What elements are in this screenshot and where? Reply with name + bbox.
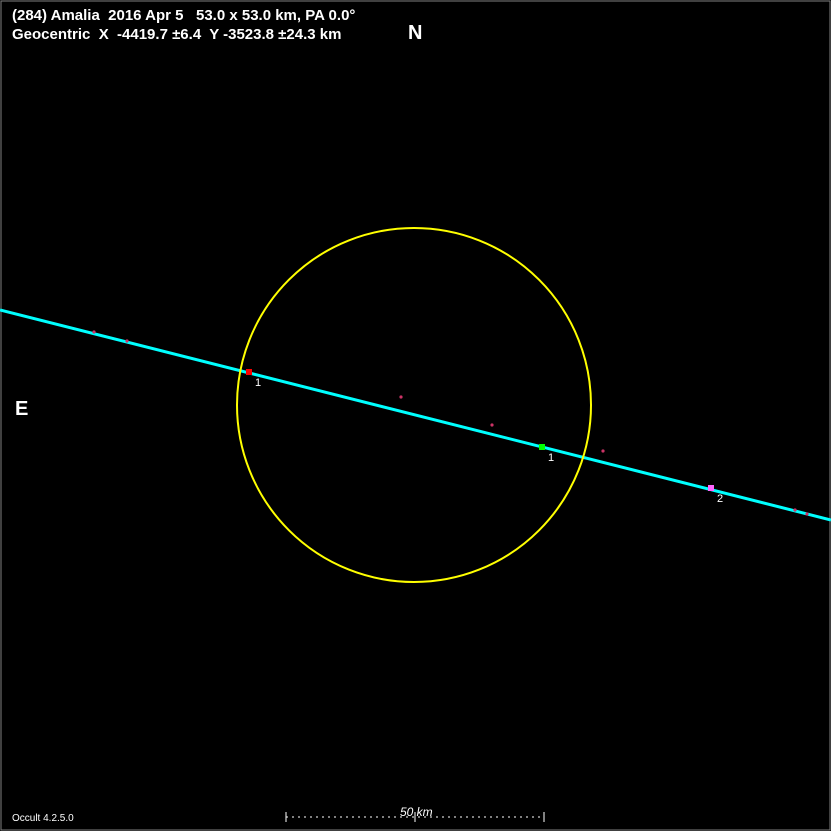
event-marker-label: 1 [548,452,554,464]
data-dot [805,512,808,515]
software-label: Occult 4.2.5.0 [12,813,74,824]
data-dot [601,449,604,452]
data-dot [125,339,128,342]
event-marker-label: 2 [717,493,723,505]
header-line-1: (284) Amalia 2016 Apr 5 53.0 x 53.0 km, … [12,7,355,24]
asteroid-outline [237,228,591,582]
event-marker [539,444,545,450]
header-line-2: Geocentric X -4419.7 ±6.4 Y -3523.8 ±24.… [12,26,341,43]
compass-east-label: E [15,398,28,421]
scale-bar-label: 50 km [400,805,433,819]
chord-line [0,310,831,520]
data-dot [92,330,95,333]
occultation-plot: 1 1 2 (284) Amalia 2016 Apr 5 53.0 x 53.0 … [0,0,831,831]
event-marker-label: 1 [255,377,261,389]
plot-svg: 1 1 2 [0,0,831,831]
data-dot [399,395,402,398]
data-dot [793,508,796,511]
compass-north-label: N [408,22,422,45]
event-marker [246,369,252,375]
data-dot [490,423,493,426]
event-marker [708,485,714,491]
